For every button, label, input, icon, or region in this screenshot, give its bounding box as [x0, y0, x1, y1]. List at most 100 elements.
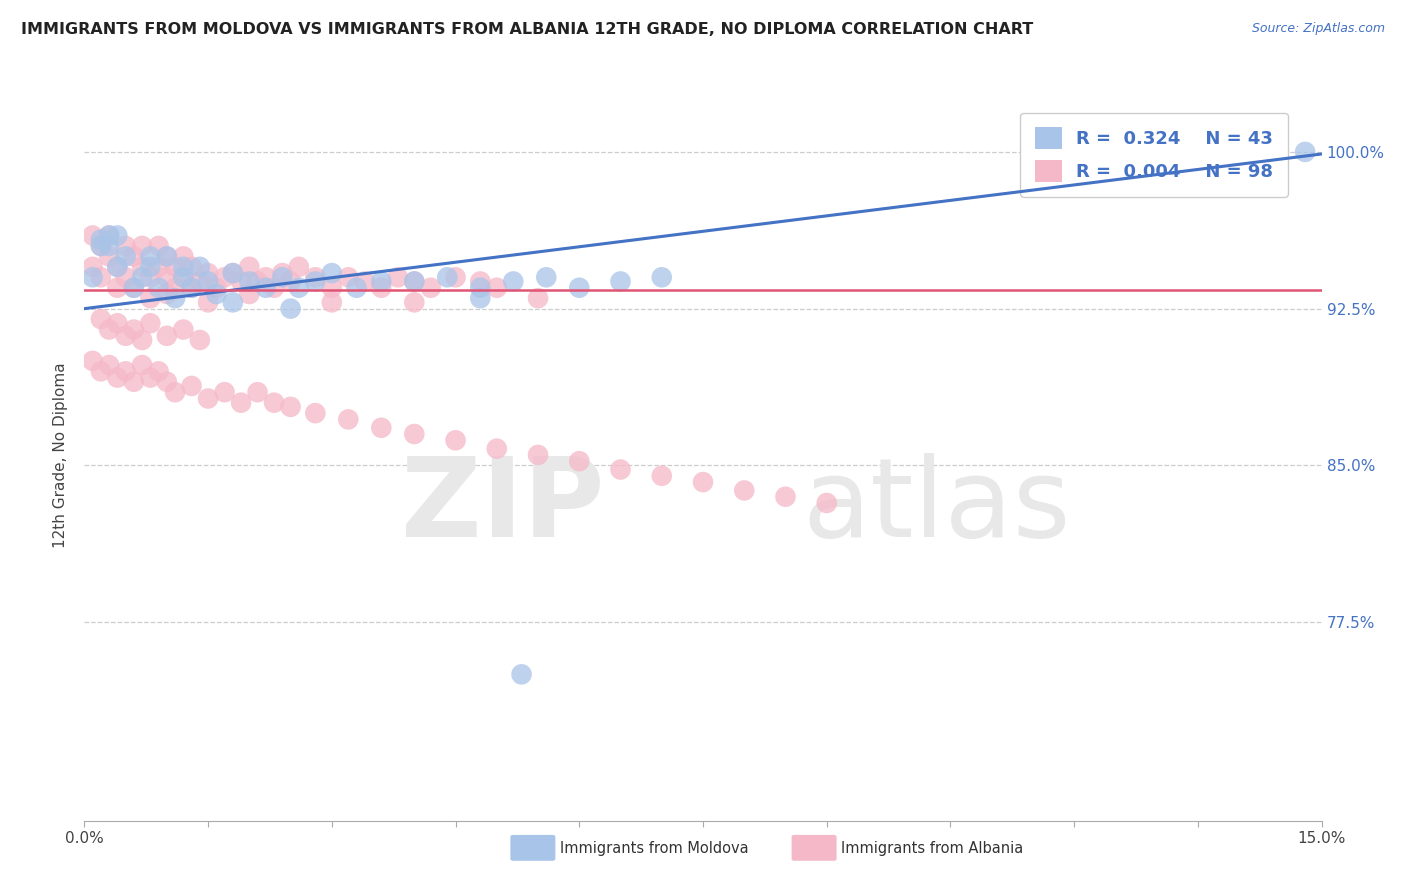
- Point: [775, 490, 797, 504]
- Point: [404, 427, 426, 442]
- Point: [90, 270, 112, 285]
- Point: [609, 462, 631, 476]
- Point: [222, 266, 245, 280]
- Point: [197, 295, 219, 310]
- Point: [238, 260, 260, 274]
- Point: [444, 434, 467, 448]
- Point: [188, 333, 211, 347]
- Point: [197, 392, 219, 406]
- Point: [304, 270, 326, 285]
- Point: [105, 260, 128, 274]
- Point: [98, 228, 121, 243]
- Point: [470, 275, 492, 289]
- Point: [370, 281, 392, 295]
- Text: Source: ZipAtlas.com: Source: ZipAtlas.com: [1251, 22, 1385, 36]
- Point: [444, 270, 467, 285]
- Text: Immigrants from Moldova: Immigrants from Moldova: [560, 841, 748, 855]
- Point: [139, 291, 162, 305]
- Point: [304, 406, 326, 420]
- Point: [246, 275, 269, 289]
- Point: [815, 496, 838, 510]
- Point: [304, 275, 326, 289]
- Point: [156, 375, 179, 389]
- Point: [172, 270, 194, 285]
- Point: [139, 270, 162, 285]
- Point: [205, 281, 228, 295]
- Point: [105, 260, 128, 274]
- Point: [148, 364, 170, 378]
- Point: [485, 281, 508, 295]
- Point: [280, 400, 302, 414]
- Point: [404, 275, 426, 289]
- Point: [229, 395, 252, 409]
- Point: [82, 260, 104, 274]
- Point: [156, 270, 179, 285]
- Text: Immigrants from Albania: Immigrants from Albania: [841, 841, 1024, 855]
- Y-axis label: 12th Grade, No Diploma: 12th Grade, No Diploma: [53, 362, 69, 548]
- Point: [651, 270, 673, 285]
- Point: [436, 270, 458, 285]
- Point: [156, 328, 179, 343]
- Point: [131, 333, 153, 347]
- Point: [321, 295, 343, 310]
- Point: [122, 281, 145, 295]
- Point: [105, 228, 128, 243]
- Point: [180, 281, 202, 295]
- Point: [122, 375, 145, 389]
- Point: [263, 395, 285, 409]
- Point: [156, 249, 179, 263]
- Point: [148, 239, 170, 253]
- Point: [122, 281, 145, 295]
- Point: [105, 370, 128, 384]
- Point: [131, 239, 153, 253]
- Point: [238, 275, 260, 289]
- Point: [470, 281, 492, 295]
- Point: [131, 270, 153, 285]
- Point: [114, 270, 136, 285]
- Point: [90, 239, 112, 253]
- Point: [692, 475, 714, 489]
- Point: [254, 270, 277, 285]
- Point: [98, 228, 121, 243]
- Point: [148, 281, 170, 295]
- Point: [733, 483, 755, 498]
- Point: [238, 287, 260, 301]
- Point: [98, 358, 121, 372]
- Point: [82, 354, 104, 368]
- Point: [98, 322, 121, 336]
- Point: [214, 270, 236, 285]
- Point: [527, 291, 550, 305]
- Point: [114, 249, 136, 263]
- Point: [229, 275, 252, 289]
- Point: [280, 275, 302, 289]
- Point: [510, 667, 533, 681]
- Point: [205, 287, 228, 301]
- Point: [254, 281, 277, 295]
- Point: [180, 379, 202, 393]
- Point: [82, 228, 104, 243]
- Point: [90, 239, 112, 253]
- Point: [172, 270, 194, 285]
- Point: [288, 281, 311, 295]
- Point: [98, 239, 121, 253]
- Point: [214, 385, 236, 400]
- Point: [105, 316, 128, 330]
- Point: [288, 260, 311, 274]
- Point: [156, 249, 179, 263]
- Point: [180, 260, 202, 274]
- Point: [180, 281, 202, 295]
- Point: [105, 281, 128, 295]
- Point: [609, 275, 631, 289]
- Point: [404, 295, 426, 310]
- Point: [197, 275, 219, 289]
- Point: [353, 275, 375, 289]
- Legend: R =  0.324    N = 43, R =  0.004    N = 98: R = 0.324 N = 43, R = 0.004 N = 98: [1021, 113, 1288, 196]
- Point: [139, 370, 162, 384]
- Point: [568, 454, 591, 468]
- Point: [90, 312, 112, 326]
- Point: [114, 364, 136, 378]
- Point: [222, 266, 245, 280]
- Point: [1294, 145, 1316, 159]
- Point: [651, 468, 673, 483]
- Point: [321, 266, 343, 280]
